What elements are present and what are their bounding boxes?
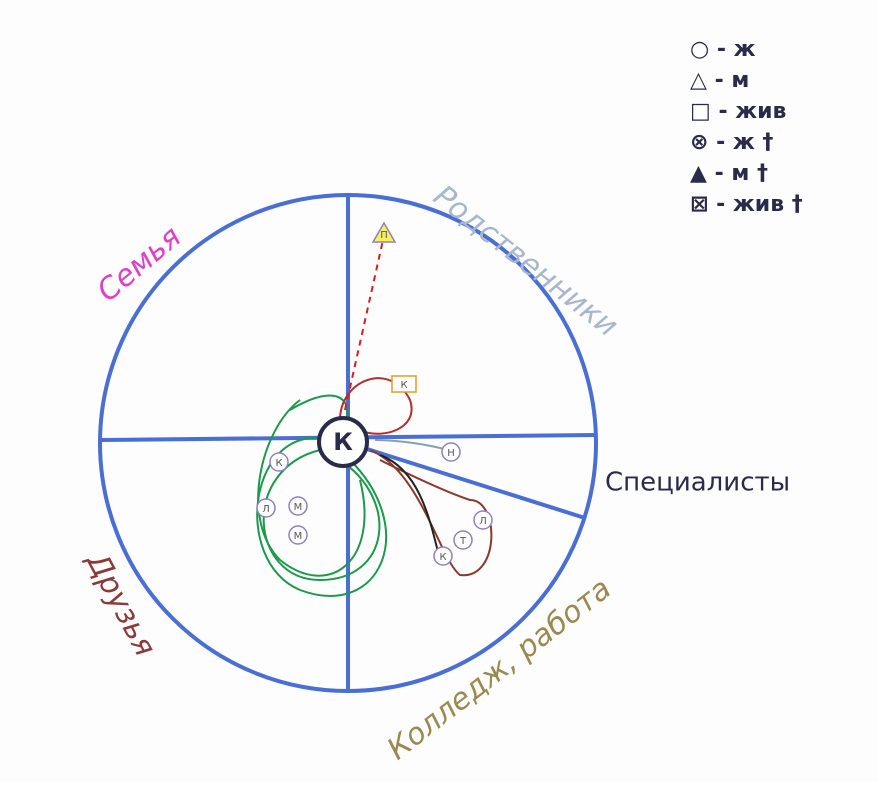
legend-item: △ - м (690, 68, 749, 93)
node-label: П (380, 230, 388, 241)
node-circle (433, 546, 453, 566)
circle-map (98, 193, 598, 693)
node-circle (453, 530, 473, 550)
node-label: Т (459, 536, 467, 547)
node-square (391, 375, 417, 393)
node-label: К (439, 552, 446, 563)
legend-item: ○ - ж (690, 37, 756, 62)
legend: ○ - ж △ - м □ - жив ⊗ - ж † ▲ - м † ⊠ - жив † (690, 37, 803, 217)
legend-item: ⊠ - жив † (690, 192, 803, 217)
sector-label: Специалисты (605, 468, 790, 498)
center-label: К (333, 428, 353, 456)
node-circle (256, 498, 276, 518)
node-label: Л (262, 504, 270, 515)
node-label: М (294, 502, 303, 513)
legend-item: ⊗ - ж † (690, 130, 773, 155)
legend-item: □ - жив (690, 99, 786, 124)
sector-line (347, 441, 586, 520)
node-triangle (371, 221, 397, 243)
center-node (317, 416, 369, 468)
node-circle (288, 525, 308, 545)
node-label: М (294, 531, 303, 542)
node-circle (288, 496, 308, 516)
node-circle (441, 442, 461, 462)
node-label: К (275, 458, 282, 469)
node-label: Л (479, 516, 487, 527)
node-label: Н (447, 448, 455, 459)
nodes: П К Н К Л М М К Т Л (256, 221, 493, 566)
legend-item: ▲ - м † (690, 161, 768, 186)
node-circle (473, 510, 493, 530)
node-circle (269, 452, 289, 472)
node-label: К (400, 380, 407, 391)
